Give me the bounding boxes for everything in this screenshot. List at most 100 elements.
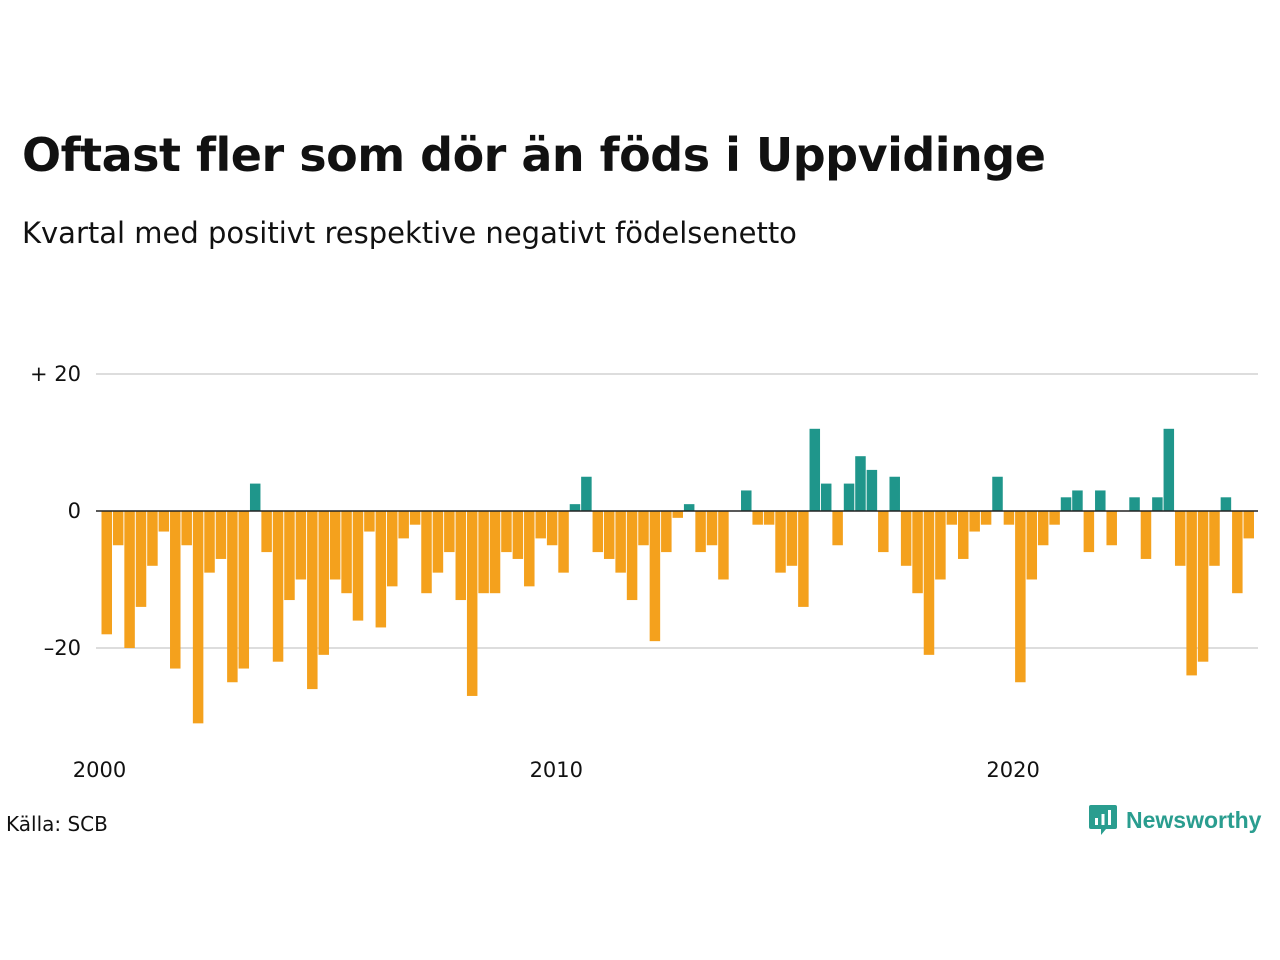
bar-negative: [1174, 511, 1186, 566]
bar-negative: [1106, 511, 1117, 546]
bar-negative: [455, 511, 467, 601]
bar-positive: [992, 476, 1003, 511]
bar-negative: [1037, 511, 1049, 546]
bar-negative: [1140, 511, 1152, 559]
bar-negative: [1083, 511, 1095, 553]
bar-negative: [512, 511, 524, 559]
newsworthy-logo-icon: [1089, 805, 1117, 835]
bar-positive: [1152, 497, 1163, 511]
bar-negative: [501, 511, 512, 553]
bar-negative: [295, 511, 307, 580]
bar-negative: [341, 511, 352, 594]
bar-negative: [215, 511, 227, 559]
bar-negative: [980, 511, 992, 525]
bar-negative: [603, 511, 615, 559]
bar-positive: [809, 428, 821, 511]
bar-negative: [718, 511, 729, 580]
bar-negative: [832, 511, 843, 546]
bar-positive: [843, 483, 855, 511]
bar-negative: [387, 511, 398, 587]
bar-negative: [558, 511, 569, 573]
bar-negative: [489, 511, 501, 594]
brand-name: Newsworthy: [1126, 806, 1262, 833]
bar-negative: [147, 511, 158, 566]
bar-negative: [238, 511, 250, 669]
bar-positive: [1060, 497, 1072, 511]
brand-logo[interactable]: Newsworthy: [1088, 803, 1261, 837]
bar-negative: [112, 511, 124, 546]
bar-negative: [775, 511, 786, 573]
bar-negative: [364, 511, 375, 532]
bar-positive: [866, 469, 878, 511]
y-tick-label: 0: [68, 499, 81, 523]
bar-positive: [1220, 497, 1232, 511]
bar-negative: [638, 511, 649, 546]
bar-negative: [661, 511, 672, 553]
bar-negative: [786, 511, 798, 566]
bar-positive: [581, 476, 592, 511]
bar-negative: [1232, 511, 1243, 594]
bar-negative: [170, 511, 181, 669]
bar-negative: [969, 511, 980, 532]
bar-negative: [878, 511, 889, 553]
bar-negative: [158, 511, 170, 532]
bar-positive: [1163, 428, 1175, 511]
bar-negative: [192, 511, 204, 724]
bar-negative: [649, 511, 661, 642]
bar-negative: [261, 511, 272, 553]
bar-negative: [592, 511, 604, 553]
bar-negative: [763, 511, 775, 525]
bar-negative: [375, 511, 387, 628]
bar-negative: [923, 511, 935, 655]
bar-negative: [272, 511, 284, 662]
bar-negative: [1026, 511, 1038, 580]
bar-positive: [249, 483, 261, 511]
bar-negative: [1049, 511, 1060, 525]
bar-positive: [1095, 490, 1106, 511]
bar-negative: [752, 511, 763, 525]
bar-negative: [672, 511, 683, 518]
bar-negative: [181, 511, 192, 546]
bar-negative: [135, 511, 147, 607]
bar-positive: [1129, 497, 1140, 511]
y-tick-label: –20: [44, 636, 81, 660]
chart-title: Oftast fler som dör än föds i Uppvidinge: [22, 128, 1046, 182]
bars: [101, 428, 1254, 724]
bar-negative: [695, 511, 706, 553]
bar-negative: [204, 511, 215, 573]
bar-negative: [409, 511, 421, 525]
bar-negative: [1209, 511, 1220, 566]
bar-negative: [935, 511, 946, 580]
bar-negative: [466, 511, 478, 696]
bar-negative: [101, 511, 112, 635]
bar-negative: [421, 511, 432, 594]
bar-negative: [706, 511, 718, 546]
bar-negative: [329, 511, 341, 580]
bar-positive: [569, 504, 581, 511]
x-tick-label: 2000: [73, 758, 126, 782]
bar-negative: [546, 511, 558, 546]
bar-negative: [1015, 511, 1026, 683]
bar-negative: [524, 511, 535, 587]
bar-negative: [444, 511, 455, 553]
bar-negative: [478, 511, 489, 594]
bar-negative: [1186, 511, 1197, 676]
bar-negative: [352, 511, 364, 621]
bar-negative: [912, 511, 923, 594]
y-tick-label: + 20: [30, 362, 81, 386]
grid-lines: [96, 373, 1258, 649]
bar-positive: [1072, 490, 1083, 511]
bar-negative: [958, 511, 969, 559]
bar-negative: [284, 511, 295, 601]
bar-negative: [946, 511, 958, 525]
source-note: Källa: SCB: [6, 812, 108, 836]
bar-chart: + 20 0 –20 2000 2010 2020: [30, 362, 1258, 782]
bar-negative: [398, 511, 409, 539]
bar-positive: [683, 504, 695, 511]
bar-negative: [432, 511, 444, 573]
bar-positive: [889, 476, 900, 511]
x-tick-label: 2010: [530, 758, 583, 782]
bar-negative: [535, 511, 546, 539]
bar-negative: [318, 511, 329, 655]
bar-negative: [1197, 511, 1209, 662]
